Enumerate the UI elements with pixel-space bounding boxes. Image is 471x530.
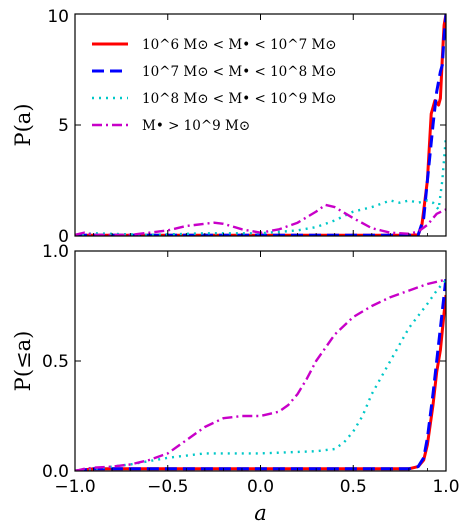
series-line-3-panel-1 [75, 136, 446, 236]
legend-label-4: M• > 10^9 M⊙ [142, 118, 250, 134]
legend: 10^6 M⊙ < M• < 10^7 M⊙ 10^7 M⊙ < M• < 10^… [92, 37, 337, 134]
x-tick-label: −0.5 [147, 477, 188, 497]
y-axis-label: P(a) [11, 103, 35, 146]
legend-label-3: 10^8 M⊙ < M• < 10^9 M⊙ [142, 91, 337, 107]
y-tick-label: 0.5 [42, 352, 69, 372]
top-panel-pdf: 0 5 10 P(a) [11, 7, 447, 247]
x-axis-label: a [254, 501, 267, 525]
y-tick-label: 5 [58, 116, 69, 136]
y-tick-label: 0 [58, 227, 69, 247]
y-axis-label: P(≤a) [11, 331, 35, 392]
legend-label-2: 10^7 M⊙ < M• < 10^8 M⊙ [142, 64, 337, 80]
x-tick-label: 0.5 [340, 477, 367, 497]
x-tick-label: 0.0 [247, 477, 274, 497]
series-line-1-panel-2 [75, 294, 446, 471]
bottom-panel-cdf: −1.0 −0.5 0.0 0.5 1.0 0.0 0.5 1.0 P(≤a) a [11, 242, 460, 525]
y-tick-label: 1.0 [42, 242, 69, 262]
y-tick-label: 10 [47, 7, 69, 27]
series-line-4-panel-1 [75, 203, 446, 236]
x-tick-label: 1.0 [432, 477, 459, 497]
x-tick-label: −1.0 [54, 477, 95, 497]
series-line-3-panel-2 [75, 278, 446, 471]
series-line-4-panel-2 [75, 278, 446, 471]
y-tick-label: 0.0 [42, 462, 69, 482]
series-line-2-panel-1 [75, 14, 446, 236]
series-line-2-panel-2 [75, 277, 446, 471]
legend-label-1: 10^6 M⊙ < M• < 10^7 M⊙ [142, 37, 337, 53]
plot-frame-2 [74, 250, 447, 472]
